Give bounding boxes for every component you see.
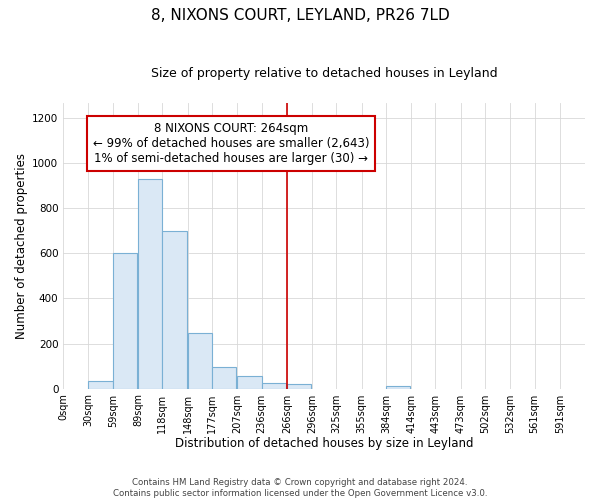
Bar (262, 383, 286, 388)
Bar (237, 376, 262, 388)
Bar (163, 231, 187, 388)
Bar (138, 179, 163, 388)
Bar (113, 254, 137, 388)
Bar (88, 380, 113, 388)
Bar (386, 386, 410, 388)
Text: 8 NIXONS COURT: 264sqm
← 99% of detached houses are smaller (2,643)
1% of semi-d: 8 NIXONS COURT: 264sqm ← 99% of detached… (93, 122, 370, 164)
Bar (188, 332, 212, 388)
Bar (212, 366, 236, 388)
Text: 8, NIXONS COURT, LEYLAND, PR26 7LD: 8, NIXONS COURT, LEYLAND, PR26 7LD (151, 8, 449, 22)
Bar (287, 384, 311, 388)
Title: Size of property relative to detached houses in Leyland: Size of property relative to detached ho… (151, 68, 497, 80)
Y-axis label: Number of detached properties: Number of detached properties (15, 152, 28, 338)
Text: Contains HM Land Registry data © Crown copyright and database right 2024.
Contai: Contains HM Land Registry data © Crown c… (113, 478, 487, 498)
X-axis label: Distribution of detached houses by size in Leyland: Distribution of detached houses by size … (175, 437, 473, 450)
